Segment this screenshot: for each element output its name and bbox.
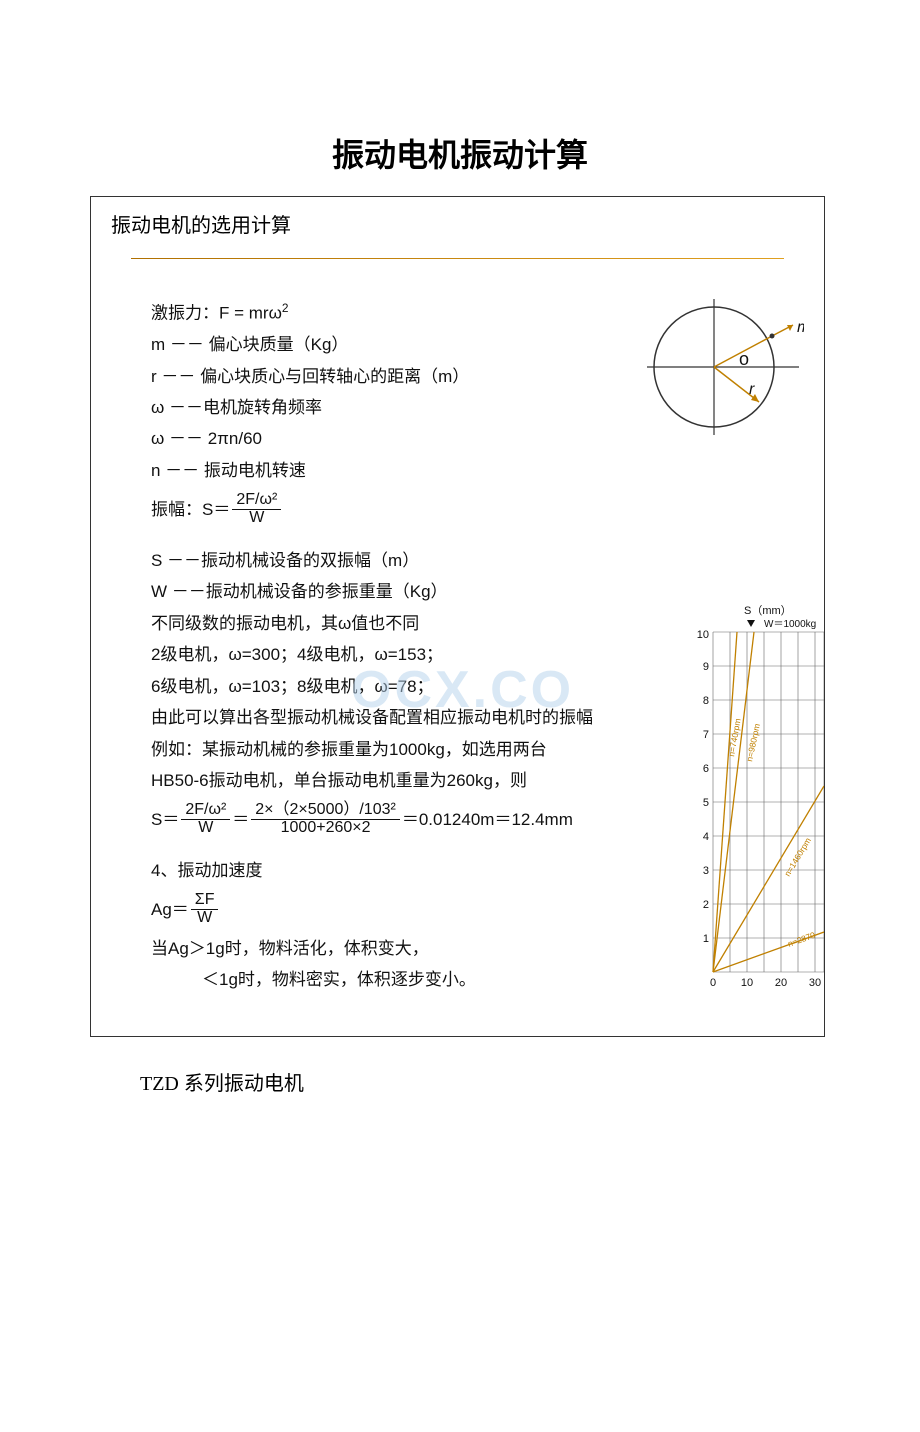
s-frac1: 2F/ω² W: [181, 802, 230, 837]
ag-prefix: Ag＝: [151, 894, 189, 925]
label-r: r: [749, 381, 755, 398]
svg-text:3: 3: [703, 865, 709, 877]
s-frac2: 2×（2×5000）/103² 1000+260×2: [251, 802, 400, 837]
chart-legend: W＝1000kg: [764, 619, 816, 630]
speed-line: n －－ 振动电机转速: [151, 455, 784, 486]
amplitude-chart: S（mm） W＝1000kg: [689, 602, 824, 992]
s-den1: W: [194, 820, 217, 837]
amp-num: 2F/ω²: [232, 492, 281, 510]
svg-text:7: 7: [703, 729, 709, 741]
ag-fraction: ΣF W: [191, 892, 219, 927]
s-den2: 1000+260×2: [277, 820, 375, 837]
ag-den: W: [193, 910, 216, 927]
circle-diagram: m o r: [639, 287, 804, 442]
ag-num: ΣF: [191, 892, 219, 910]
amplitude-formula: 振幅：S＝ 2F/ω² W: [151, 492, 784, 527]
svg-text:30: 30: [809, 977, 821, 989]
svg-text:10: 10: [697, 629, 709, 641]
svg-text:20: 20: [775, 977, 787, 989]
line1-sup: 2: [282, 301, 289, 315]
amp-den: W: [245, 510, 268, 527]
svg-text:8: 8: [703, 695, 709, 707]
subtitle: 振动电机的选用计算: [91, 197, 824, 246]
line1-text: 激振力：F = mrω: [151, 304, 282, 323]
svg-text:10: 10: [741, 977, 753, 989]
svg-text:1: 1: [703, 933, 709, 945]
label-m: m: [797, 319, 804, 336]
bottom-product-line: TZD 系列振动电机: [140, 1067, 920, 1096]
svg-text:9: 9: [703, 661, 709, 673]
s-eq: ＝: [232, 804, 249, 835]
svg-text:n=2870: n=2870: [786, 930, 817, 949]
chart-title: S（mm）: [744, 604, 792, 617]
amplitude-fraction: 2F/ω² W: [232, 492, 281, 527]
svg-text:2: 2: [703, 899, 709, 911]
svg-text:5: 5: [703, 797, 709, 809]
amplitude-label: 振幅：S＝: [151, 494, 230, 525]
content-frame: 振动电机的选用计算 OCX.CO m o r S（mm） W＝1000kg: [90, 196, 825, 1037]
content-body: OCX.CO m o r S（mm） W＝1000kg: [91, 267, 824, 1036]
s-prefix: S＝: [151, 804, 179, 835]
label-o: o: [739, 349, 749, 369]
divider: [131, 258, 784, 259]
svg-text:n=1460rpm: n=1460rpm: [782, 836, 813, 878]
page-title: 振动电机振动计算: [0, 130, 920, 176]
svg-text:4: 4: [703, 831, 709, 843]
svg-text:0: 0: [710, 977, 716, 989]
svg-text:6: 6: [703, 763, 709, 775]
s-result: ＝0.01240m＝12.4mm: [402, 804, 573, 835]
desc-s: S －－振动机械设备的双振幅（m）: [151, 545, 784, 576]
s-num2: 2×（2×5000）/103²: [251, 802, 400, 820]
s-num1: 2F/ω²: [181, 802, 230, 820]
